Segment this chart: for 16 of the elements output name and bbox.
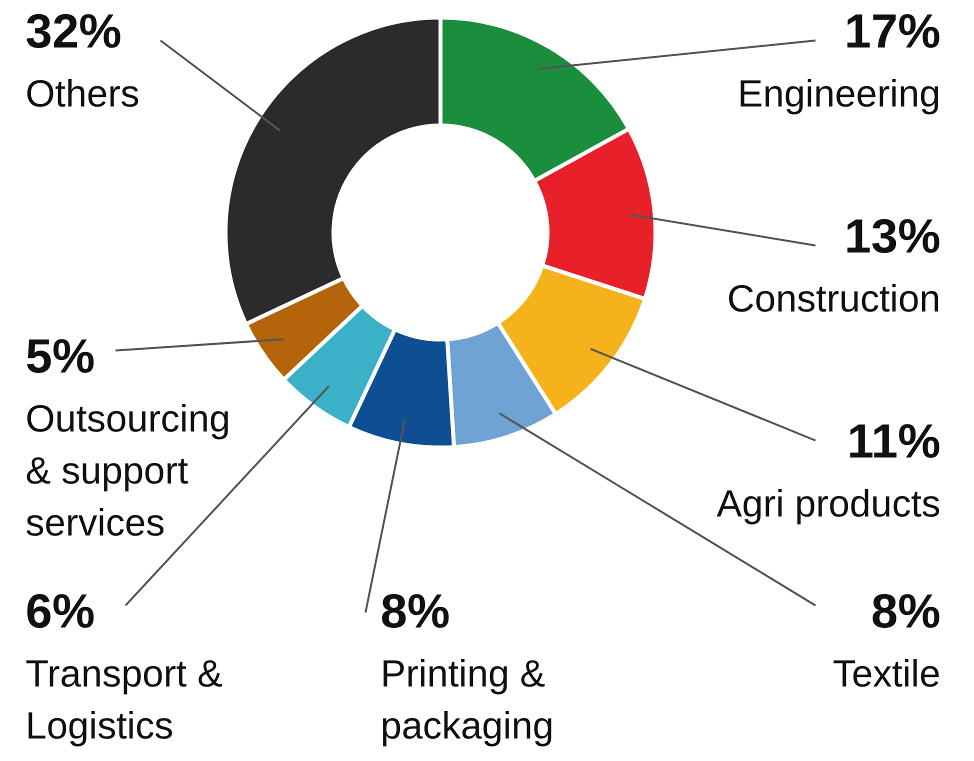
slice-label: Engineering <box>738 74 941 116</box>
data-label: 8% <box>380 586 450 638</box>
slice-label: Outsourcing & support services <box>26 398 230 544</box>
data-label: 6% <box>26 586 95 638</box>
data-label: 5% <box>26 330 95 384</box>
slice-label: Printing & packaging <box>380 654 554 748</box>
data-label: 11% <box>847 416 940 468</box>
slice-label: Agri products <box>716 484 941 526</box>
data-label: 17% <box>844 6 941 58</box>
data-label: 8% <box>871 586 940 638</box>
data-label: 32% <box>26 6 122 58</box>
slice-label: Construction <box>727 278 941 320</box>
slice-label: Others <box>26 74 140 116</box>
data-label: 13% <box>844 210 941 264</box>
slice-label: Transport & Logistics <box>26 654 223 748</box>
slice-label: Textile <box>832 654 941 696</box>
